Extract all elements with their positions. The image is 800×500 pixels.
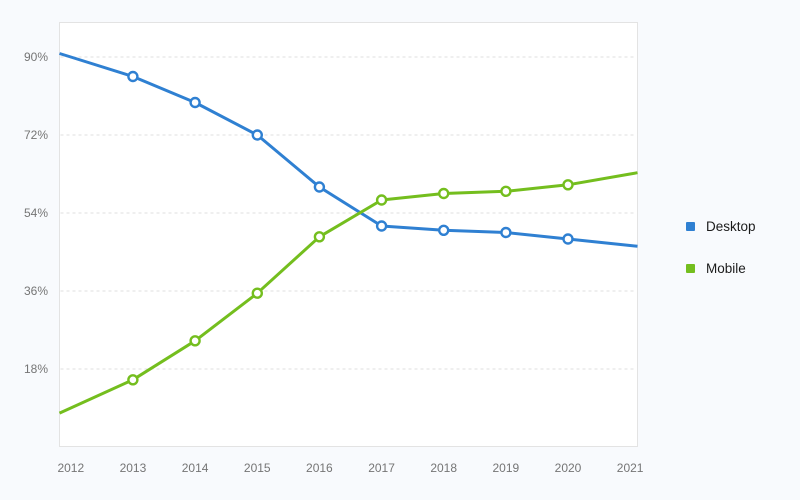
y-tick-label-72: 72% xyxy=(23,128,48,142)
mobile-point-2020[interactable] xyxy=(562,179,574,191)
y-tick-label-54: 54% xyxy=(23,206,48,220)
x-tick-label-2020: 2020 xyxy=(554,461,582,475)
mobile-point-2016[interactable] xyxy=(313,231,326,243)
mobile-point-2015[interactable] xyxy=(251,287,263,299)
x-tick-label-2019: 2019 xyxy=(492,461,520,475)
desktop-point-2017[interactable] xyxy=(375,220,388,232)
legend-label-mobile: Mobile xyxy=(706,261,746,276)
x-tick-label-2014: 2014 xyxy=(181,461,209,475)
x-tick-label-2016: 2016 xyxy=(306,461,333,475)
desktop-line xyxy=(59,52,638,248)
desktop-swatch-icon xyxy=(686,222,695,231)
desktop-point-2014[interactable] xyxy=(189,96,201,109)
desktop-point-2013[interactable] xyxy=(127,70,139,83)
desktop-point-2015[interactable] xyxy=(251,129,263,141)
legend-label-desktop: Desktop xyxy=(706,219,756,234)
y-tick-label-36: 36% xyxy=(23,284,48,298)
y-tick-label-18: 18% xyxy=(23,362,48,376)
x-tick-label-2015: 2015 xyxy=(243,461,271,475)
x-tick-label-2017: 2017 xyxy=(368,461,395,475)
mobile-line xyxy=(58,171,638,415)
y-tick-label-90: 90% xyxy=(23,50,48,64)
legend-item-mobile[interactable]: Mobile xyxy=(686,261,756,276)
mobile-point-2014[interactable] xyxy=(189,335,201,347)
legend-item-desktop[interactable]: Desktop xyxy=(686,219,756,234)
x-tick-label-2012: 2012 xyxy=(57,461,85,475)
desktop-point-2018[interactable] xyxy=(438,224,450,237)
mobile-point-2013[interactable] xyxy=(127,374,139,386)
legend: Desktop Mobile xyxy=(686,219,756,276)
desktop-point-2019[interactable] xyxy=(500,226,512,239)
mobile-point-2019[interactable] xyxy=(500,185,512,198)
mobile-point-2018[interactable] xyxy=(438,187,450,200)
x-tick-label-2021: 2021 xyxy=(616,461,644,475)
mobile-point-2017[interactable] xyxy=(375,194,388,206)
desktop-point-2020[interactable] xyxy=(562,233,574,245)
x-tick-label-2018: 2018 xyxy=(430,461,458,475)
plot-area xyxy=(59,22,638,447)
desktop-point-2016[interactable] xyxy=(313,181,326,193)
x-tick-label-2013: 2013 xyxy=(119,461,147,475)
mobile-swatch-icon xyxy=(686,264,695,273)
